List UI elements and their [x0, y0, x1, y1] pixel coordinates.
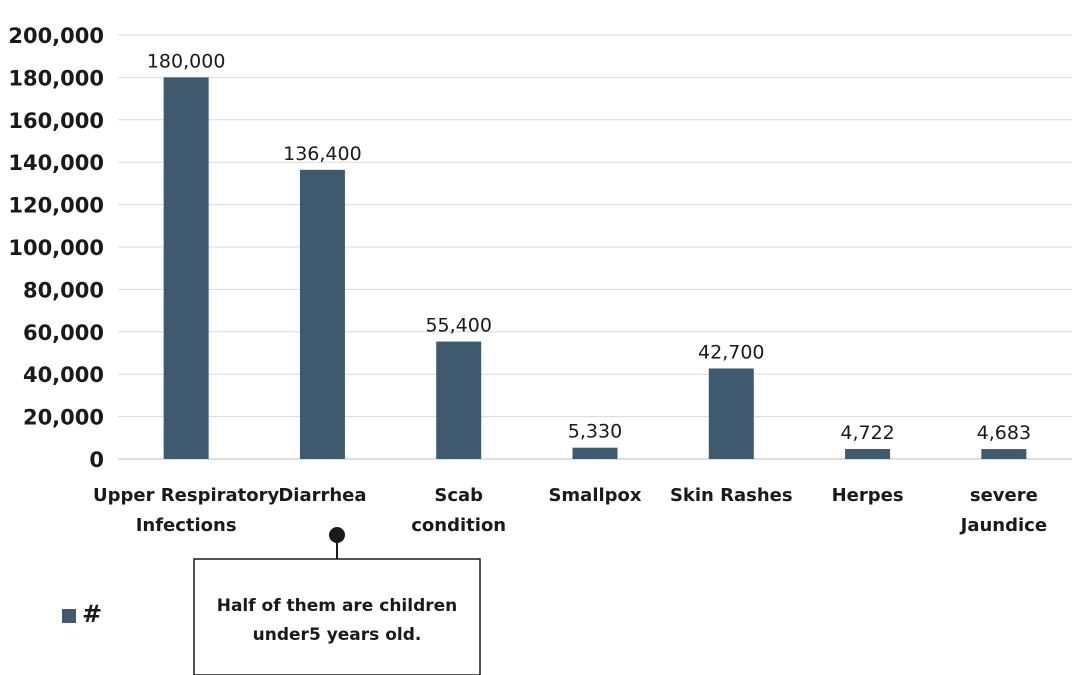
bar	[572, 447, 618, 459]
bar	[436, 341, 482, 459]
legend-label: #	[82, 600, 102, 628]
y-tick-label: 0	[89, 448, 104, 472]
y-tick-label: 180,000	[8, 66, 104, 90]
y-tick-label: 60,000	[23, 321, 104, 345]
y-tick-label: 160,000	[8, 109, 104, 133]
legend-swatch	[62, 609, 76, 623]
y-tick-label: 40,000	[23, 363, 104, 387]
y-tick-label: 120,000	[8, 194, 104, 218]
gridlines	[118, 34, 1072, 460]
bars	[163, 77, 1027, 460]
data-label: 42,700	[698, 341, 764, 363]
legend: #	[62, 600, 102, 628]
data-label: 180,000	[147, 50, 226, 72]
callout: Half of them are children under5 years o…	[193, 527, 481, 675]
x-tick-label: Skin Rashes	[670, 485, 793, 506]
data-labels: 180,000 136,400 55,400 5,330 42,700 4,722 4,68…	[147, 50, 1031, 444]
callout-marker	[329, 527, 345, 543]
bar	[981, 449, 1027, 459]
bar	[299, 169, 345, 459]
callout-box	[193, 558, 481, 675]
y-tick-label: 200,000	[8, 24, 104, 48]
data-label: 55,400	[425, 315, 491, 337]
callout-text-line-2: under5 years old.	[253, 625, 422, 645]
y-axis-ticks: 0 20,000 40,000 60,000 80,000 100,000 120,000 1…	[8, 24, 104, 472]
bar	[708, 368, 754, 459]
x-tick-label: Scab condition	[411, 485, 506, 536]
bar	[163, 77, 209, 460]
x-tick-label: severe Jaundice	[959, 485, 1047, 536]
x-tick-label: Upper Respiratory Infections	[93, 485, 279, 536]
bar	[845, 448, 891, 459]
data-label: 4,722	[840, 422, 894, 444]
callout-text-line-1: Half of them are children	[217, 596, 458, 616]
y-tick-label: 80,000	[23, 278, 104, 302]
data-label: 4,683	[977, 422, 1031, 444]
x-tick-label: Herpes	[832, 485, 904, 506]
x-tick-label: Diarrhea	[278, 485, 366, 506]
data-label: 5,330	[568, 421, 622, 443]
y-tick-label: 100,000	[8, 236, 104, 260]
data-label: 136,400	[283, 143, 362, 165]
x-tick-label: Smallpox	[548, 485, 641, 506]
y-tick-label: 20,000	[23, 406, 104, 430]
y-tick-label: 140,000	[8, 151, 104, 175]
